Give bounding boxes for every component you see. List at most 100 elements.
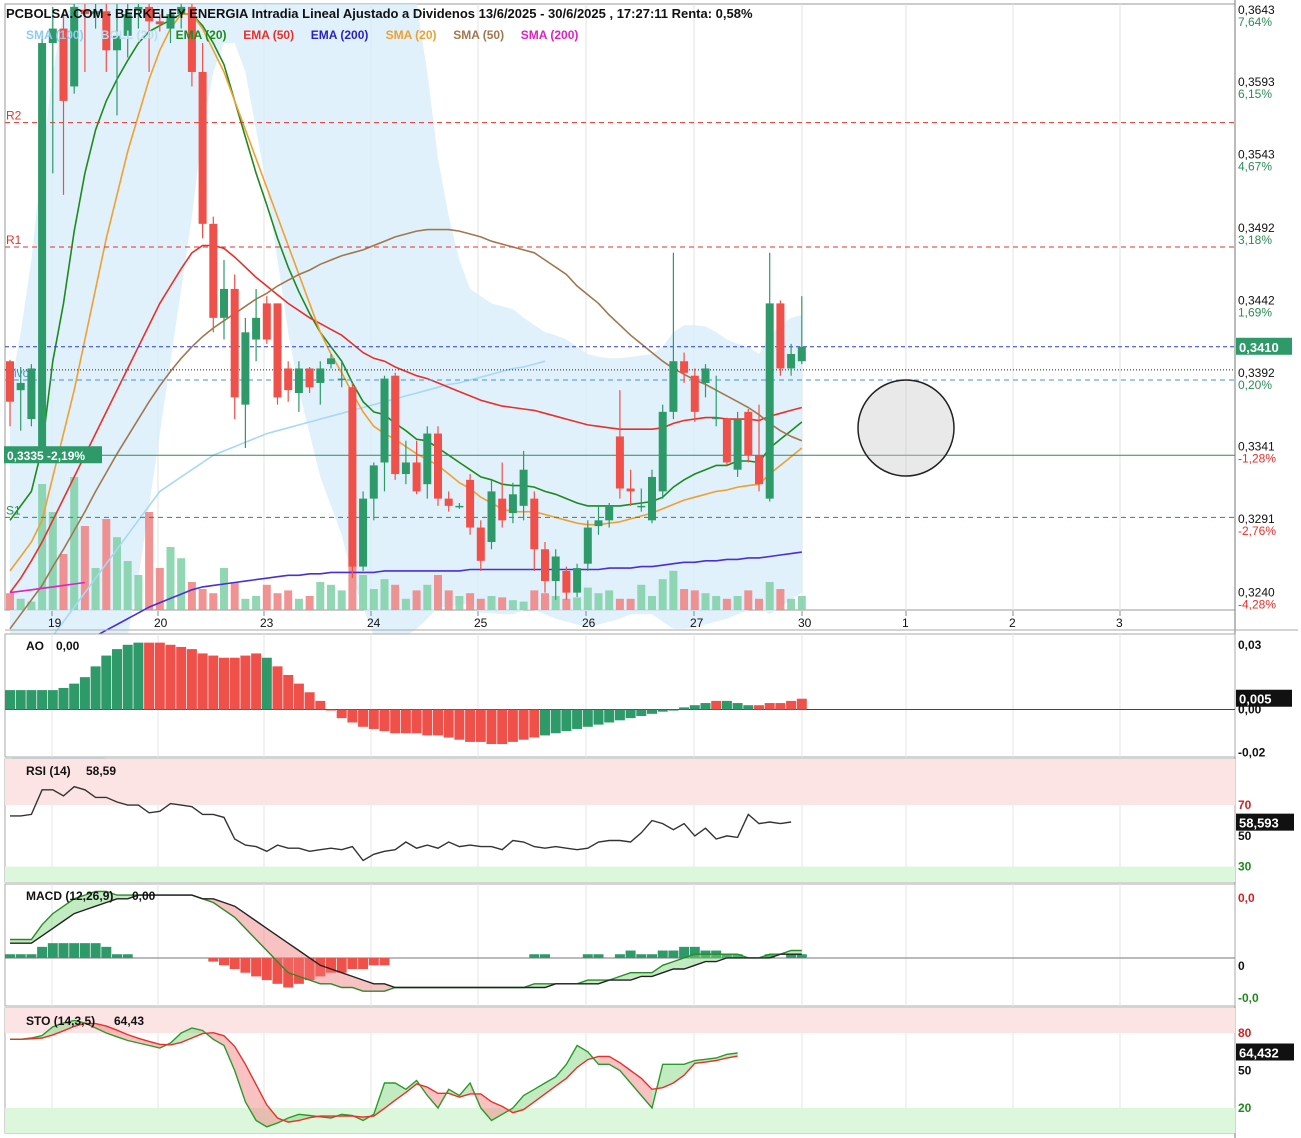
macd-tick: -0,0	[1238, 991, 1259, 1005]
sto-d-line	[10, 1022, 738, 1123]
volume-bar	[519, 601, 528, 610]
volume-bar	[391, 584, 400, 610]
volume-bar	[562, 598, 571, 610]
level-label-r1: R1	[6, 233, 22, 247]
macd-hist-bar	[625, 950, 636, 958]
price-pct-tick: -2,76%	[1238, 524, 1276, 538]
candle-body	[134, 6, 143, 10]
candle-body	[669, 361, 678, 412]
candle-body	[48, 28, 57, 44]
candle-body	[787, 354, 796, 369]
macd-hist-bar	[689, 946, 700, 958]
ao-bar	[764, 703, 775, 710]
ao-bar	[486, 709, 497, 745]
ao-bar	[272, 666, 283, 710]
macd-fill	[20, 939, 32, 944]
volume-bar	[113, 537, 121, 610]
ao-bar	[679, 707, 690, 710]
candle-body	[305, 368, 314, 388]
sto-fill	[512, 1095, 524, 1113]
candle-body	[59, 28, 68, 101]
macd-hist-bar	[229, 957, 240, 970]
candle-body	[626, 488, 635, 492]
overlay-sma-200-	[9, 581, 86, 594]
volume-bar	[551, 596, 560, 610]
macd-hist-bar	[47, 943, 58, 958]
macd-fill	[95, 891, 107, 907]
macd-value: 0,00	[132, 889, 156, 903]
macd-fill	[256, 920, 267, 951]
sto-oversold-zone	[5, 1108, 1235, 1133]
reference-tag: 0,3335 -2,19%	[7, 449, 85, 463]
macd-hist-bar	[272, 957, 283, 984]
ao-bar	[101, 655, 112, 710]
ao-bar	[475, 709, 486, 742]
volume-bar	[765, 582, 774, 610]
macd-hist-bar	[368, 957, 379, 966]
sto-fill	[641, 1078, 652, 1108]
sto-fill	[266, 1104, 278, 1127]
macd-label: MACD (12,26,9)	[26, 889, 113, 903]
candle-body	[6, 361, 14, 402]
candle-body	[27, 368, 36, 420]
macd-fill	[245, 913, 257, 940]
macd-hist-bar	[721, 954, 732, 958]
volume-bar	[541, 593, 549, 610]
ao-bar	[443, 709, 454, 738]
candle-body	[91, 11, 100, 15]
candle-body	[359, 498, 368, 567]
ao-bar	[582, 709, 593, 727]
candle-body	[466, 479, 475, 528]
sto-fill	[545, 1076, 556, 1094]
rsi-tag: 58,593	[1239, 816, 1279, 831]
volume-bar	[680, 589, 689, 610]
ao-bar	[251, 653, 262, 710]
candle-body	[765, 303, 774, 499]
volume-bar	[508, 600, 517, 610]
volume-bar	[594, 593, 603, 610]
volume-bar	[38, 484, 47, 610]
macd-hist-bar	[26, 954, 37, 958]
candle-body	[177, 6, 186, 15]
ao-bar	[540, 709, 550, 736]
candle-body	[487, 491, 496, 543]
volume-bar	[690, 590, 699, 610]
ao-bar	[700, 703, 711, 710]
macd-hist-bar	[529, 954, 540, 958]
sto-fill	[609, 1056, 620, 1071]
macd-hist-bar	[5, 954, 15, 958]
volume-bar	[48, 512, 57, 610]
price-tick: 0,3593	[1238, 75, 1275, 89]
volume-bar	[733, 596, 742, 610]
macd-hist-bar	[326, 957, 336, 973]
volume-bar	[605, 590, 614, 610]
candle-body	[530, 498, 539, 550]
macd-hist-bar	[796, 954, 807, 958]
candle-body	[594, 520, 603, 527]
candle-body	[519, 469, 528, 506]
ao-bar	[326, 709, 336, 711]
macd-fill	[363, 980, 374, 992]
volume-bar	[327, 584, 335, 610]
volume-bar	[498, 597, 507, 610]
ao-bar	[79, 677, 90, 710]
candle-body	[744, 411, 753, 456]
overlay-ema-50-	[9, 244, 803, 594]
sto-tick: 50	[1238, 1064, 1252, 1078]
candle-body	[230, 288, 239, 398]
macd-hist-bar	[379, 957, 390, 966]
price-pct-tick: -4,28%	[1238, 598, 1276, 612]
candle-body	[284, 368, 293, 391]
x-tick-label: 23	[260, 616, 274, 630]
ao-bar	[186, 649, 197, 710]
ao-bar	[69, 683, 80, 710]
rsi-oversold-zone	[5, 866, 1235, 882]
candle-body	[145, 6, 154, 22]
macd-hist-bar	[540, 954, 550, 958]
sto-fill	[673, 1064, 685, 1083]
ao-bar	[497, 709, 508, 745]
price-tick: 0,3492	[1238, 221, 1275, 235]
x-tick-label: 27	[690, 616, 704, 630]
macd-hist-bar	[37, 946, 48, 958]
ao-bar	[47, 690, 58, 710]
